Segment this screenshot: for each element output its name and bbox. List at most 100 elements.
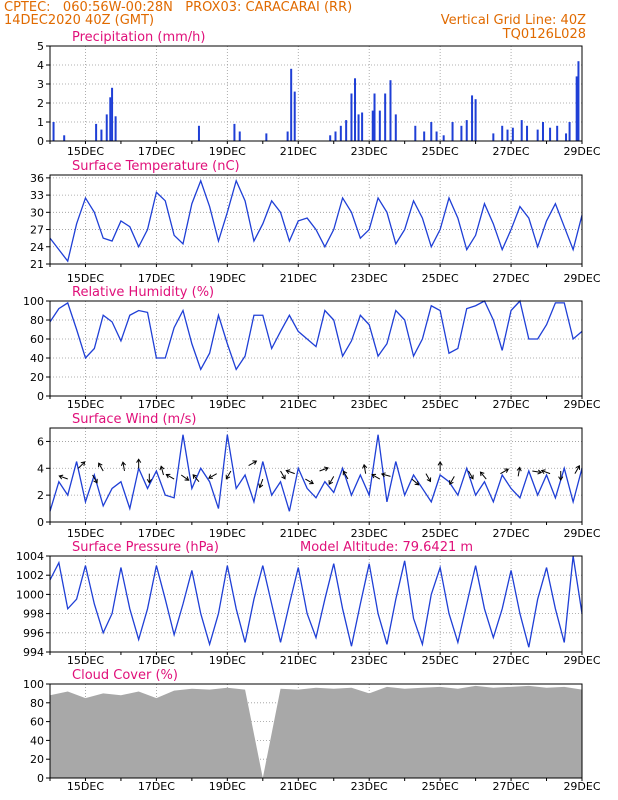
precip-bar	[109, 97, 112, 141]
wind-arrow	[319, 467, 329, 472]
wind-arrow	[160, 466, 164, 476]
temp-xtick-label: 21DEC	[280, 272, 317, 285]
wind-arrow	[574, 465, 580, 474]
precip-bar	[339, 125, 342, 141]
wind-arrow-head	[328, 480, 334, 485]
precip-bar	[506, 129, 509, 141]
precip-ytick-label: 3	[37, 78, 44, 91]
temp-ytick-label: 27	[30, 224, 44, 237]
precip-bar	[357, 114, 360, 141]
wind-arrow-head	[98, 462, 103, 468]
header-model-id: TQ0126L028	[502, 27, 586, 42]
wind-arrow-head	[136, 458, 142, 463]
temp-ytick-label: 30	[30, 206, 44, 219]
wind-arrow	[500, 468, 509, 475]
precip-bar	[549, 127, 552, 141]
precip-ytick-label: 1	[37, 116, 44, 129]
precip-bar	[492, 133, 495, 141]
wind-xtick-label: 23DEC	[351, 527, 388, 540]
wind-arrow-head	[414, 480, 420, 486]
wind-arrow	[425, 473, 431, 482]
pres-ytick-label: 998	[23, 608, 44, 621]
wind-ytick-label: 2	[37, 489, 44, 502]
rh-xtick-label: 15DEC	[67, 398, 104, 411]
rh-ytick-label: 100	[23, 295, 44, 308]
temp-xtick-label: 29DEC	[563, 272, 600, 285]
rh-ytick-label: 0	[37, 390, 44, 403]
wind-arrow-head	[184, 476, 190, 481]
cloud-area	[50, 685, 582, 778]
precip-bar	[286, 131, 289, 141]
precip-bar	[442, 135, 445, 141]
wind-arrow-head	[80, 461, 86, 466]
pres-ytick-label: 1002	[16, 569, 44, 582]
wind-arrow-head	[323, 466, 329, 472]
precip-bar	[105, 114, 108, 141]
header-gridline: Vertical Grid Line: 40Z	[440, 13, 586, 28]
precip-bar	[460, 125, 463, 141]
wind-arrow-head	[159, 465, 165, 471]
pres-series-line	[49, 555, 583, 648]
pres-ytick-label: 1000	[16, 588, 44, 601]
wind-arrow	[166, 474, 175, 480]
wind-arrow	[208, 473, 217, 479]
precip-xtick-label: 17DEC	[138, 145, 175, 158]
wind-arrow	[225, 470, 232, 480]
header-datetime: 14DEC2020 40Z (GMT)	[4, 13, 155, 28]
wind-ytick-label: 4	[37, 462, 44, 475]
wind-arrow	[532, 470, 542, 474]
precip-bar	[111, 87, 114, 141]
precip-xtick-label: 19DEC	[209, 145, 246, 158]
rh-title: Relative Humidity (%)	[72, 285, 214, 300]
cloud-ytick-label: 60	[30, 716, 44, 729]
temp-xtick-label: 27DEC	[493, 272, 530, 285]
wind-arrow-head	[258, 483, 264, 489]
wind-xtick-label: 27DEC	[493, 527, 530, 540]
wind-arrow	[280, 470, 286, 480]
wind-arrow	[480, 471, 487, 480]
cloud-ytick-label: 100	[23, 678, 44, 691]
precip-bar	[430, 122, 433, 141]
cloud-xtick-label: 21DEC	[280, 780, 317, 793]
precip-bar	[568, 122, 571, 141]
wind-arrow	[381, 473, 391, 477]
cloud-ytick-label: 20	[30, 753, 44, 766]
wind-arrow-head	[281, 474, 286, 480]
wind-arrow	[305, 478, 314, 484]
precip-bar	[329, 135, 332, 141]
temp-series-line	[49, 178, 583, 263]
precip-bar	[435, 131, 438, 141]
rh-xtick-label: 27DEC	[493, 398, 530, 411]
precip-bar	[334, 131, 337, 141]
temp-xtick-label: 19DEC	[209, 272, 246, 285]
rh-series-line	[49, 299, 583, 371]
precip-bar	[520, 120, 523, 141]
precip-xtick-label: 25DEC	[422, 145, 459, 158]
precip-bar	[265, 133, 268, 141]
wind-arrow-head	[58, 474, 64, 480]
wind-xtick-label: 17DEC	[138, 527, 175, 540]
rh-xtick-label: 25DEC	[422, 398, 459, 411]
wind-xtick-label: 15DEC	[67, 527, 104, 540]
pres-xtick-label: 15DEC	[67, 654, 104, 667]
cloud-xtick-label: 25DEC	[422, 780, 459, 793]
wind-arrow-head	[437, 461, 443, 466]
precip-bar	[501, 125, 504, 141]
rh-xtick-label: 23DEC	[351, 398, 388, 411]
precip-bar	[378, 110, 381, 141]
cloud-xtick-label: 19DEC	[209, 780, 246, 793]
wind-xtick-label: 25DEC	[422, 527, 459, 540]
wind-arrow	[342, 470, 349, 480]
pres-xtick-label: 21DEC	[280, 654, 317, 667]
precip-bar	[577, 61, 580, 142]
wind-arrow-head	[479, 471, 485, 477]
wind-arrow	[98, 462, 104, 472]
wind-arrow	[363, 464, 367, 474]
wind-title: Surface Wind (m/s)	[72, 412, 196, 427]
wind-arrow	[192, 474, 200, 483]
wind-arrow-head	[309, 479, 314, 485]
wind-arrow	[371, 474, 381, 480]
pres-xtick-label: 29DEC	[563, 654, 600, 667]
wind-arrow-head	[575, 465, 581, 470]
wind-arrow	[180, 474, 189, 481]
